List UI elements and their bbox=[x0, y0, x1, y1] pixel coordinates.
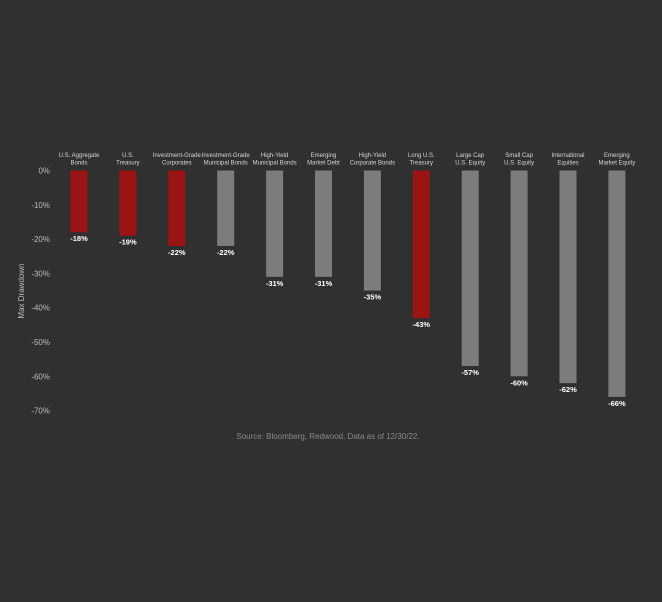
y-axis: 0% -10% -20% -30% -40% -50% -60% -70% bbox=[31, 167, 50, 416]
x-tick-label: U.S. Equity bbox=[455, 161, 485, 167]
data-label: -31% bbox=[315, 279, 333, 288]
category-labels: U.S. Aggregate Bonds U.S. Treasury Investmen… bbox=[59, 153, 636, 167]
data-label: -35% bbox=[364, 293, 382, 302]
x-tick-label: Municipal Bonds bbox=[253, 161, 297, 167]
bar bbox=[70, 170, 88, 233]
x-tick-label: Bonds bbox=[70, 161, 87, 167]
x-tick-label: Corporate Bonds bbox=[350, 161, 395, 167]
x-tick-label: Investment-Grade bbox=[153, 153, 202, 159]
y-tick-label: -50% bbox=[31, 338, 50, 347]
bar bbox=[315, 170, 332, 277]
data-label: -62% bbox=[559, 385, 577, 394]
x-tick-label: Treasury bbox=[410, 161, 433, 167]
x-tick-label: Emerging bbox=[311, 153, 337, 159]
x-tick-label: U.S. Equity bbox=[504, 161, 534, 167]
bar bbox=[363, 170, 381, 291]
x-tick-label: International bbox=[551, 153, 584, 159]
bar bbox=[559, 170, 577, 384]
y-tick-label: -70% bbox=[31, 407, 50, 416]
bar-series bbox=[70, 170, 626, 397]
x-tick-label: Small Cap bbox=[505, 153, 533, 159]
x-tick-label: Municipal Bonds bbox=[204, 161, 248, 167]
x-tick-label: Treasury bbox=[116, 161, 139, 167]
data-labels: -18% -19% -22% -22% -31% -31% -35% -43% -57% -60%… bbox=[70, 234, 626, 408]
x-tick-label: Large Cap bbox=[456, 153, 485, 159]
bar bbox=[266, 170, 284, 277]
bar bbox=[168, 170, 186, 246]
data-label: -19% bbox=[119, 238, 137, 247]
x-tick-label: U.S. Aggregate bbox=[59, 153, 100, 159]
data-label: -60% bbox=[510, 378, 528, 387]
x-tick-label: Market Debt bbox=[307, 161, 340, 167]
bar bbox=[119, 170, 137, 236]
x-tick-label: Emerging bbox=[604, 153, 630, 159]
x-tick-label: Equities bbox=[557, 161, 578, 167]
data-label: -22% bbox=[217, 248, 235, 257]
x-tick-label: Investment-Grade bbox=[202, 153, 251, 159]
data-label: -43% bbox=[413, 320, 431, 329]
y-tick-label: -10% bbox=[31, 201, 50, 210]
bar bbox=[608, 170, 626, 397]
y-tick-label: -20% bbox=[31, 235, 50, 244]
data-label: -57% bbox=[461, 368, 479, 377]
bar bbox=[412, 170, 430, 318]
data-label: -18% bbox=[70, 234, 88, 243]
bar bbox=[461, 170, 479, 367]
x-tick-label: Corporates bbox=[162, 161, 192, 167]
x-tick-label: U.S. bbox=[122, 153, 134, 159]
x-tick-label: Long U.S. bbox=[408, 153, 435, 159]
y-tick-label: -60% bbox=[31, 372, 50, 381]
data-label: -31% bbox=[266, 279, 284, 288]
data-label: -22% bbox=[168, 248, 186, 257]
y-tick-label: -40% bbox=[31, 304, 50, 313]
y-axis-title: Max Drawdown bbox=[17, 263, 26, 318]
bar bbox=[510, 170, 528, 377]
source-note: Source: Bloomberg, Redwood. Data as of 1… bbox=[236, 432, 419, 441]
data-label: -66% bbox=[608, 399, 626, 408]
x-tick-label: High-Yield bbox=[359, 153, 386, 159]
bar bbox=[217, 170, 235, 246]
x-tick-label: Market Equity bbox=[599, 161, 636, 167]
y-tick-label: -30% bbox=[31, 269, 50, 278]
x-tick-label: High-Yield bbox=[261, 153, 288, 159]
y-tick-label: 0% bbox=[38, 167, 50, 176]
